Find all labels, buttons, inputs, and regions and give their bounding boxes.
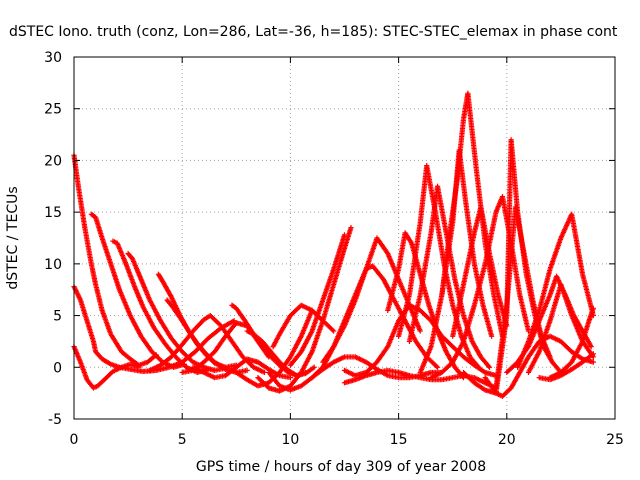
data-series-5 xyxy=(125,250,229,373)
data-point xyxy=(348,225,354,231)
data-point xyxy=(489,333,495,339)
data-series-28 xyxy=(482,204,553,391)
data-series-24 xyxy=(439,147,495,339)
data-series-2 xyxy=(71,344,142,391)
data-points xyxy=(71,90,596,399)
data-point xyxy=(136,364,142,370)
data-point xyxy=(331,328,337,334)
chart-title: dSTEC Iono. truth (conz, Lon=286, Lat=-3… xyxy=(9,24,618,40)
data-point xyxy=(433,363,440,369)
data-series-21 xyxy=(396,163,482,370)
grid-lines xyxy=(74,57,615,419)
data-series-6 xyxy=(155,271,239,370)
data-point xyxy=(486,364,493,370)
data-point xyxy=(434,364,441,370)
data-series-14 xyxy=(287,232,348,368)
data-point xyxy=(311,364,317,370)
data-point xyxy=(417,328,423,334)
data-point xyxy=(329,327,336,333)
data-series-15 xyxy=(270,302,337,350)
data-point xyxy=(476,364,482,370)
data-series-12 xyxy=(233,307,315,389)
data-series-1 xyxy=(71,152,159,368)
data-point xyxy=(341,232,348,238)
data-series-18 xyxy=(320,235,423,365)
data-point xyxy=(244,367,250,373)
